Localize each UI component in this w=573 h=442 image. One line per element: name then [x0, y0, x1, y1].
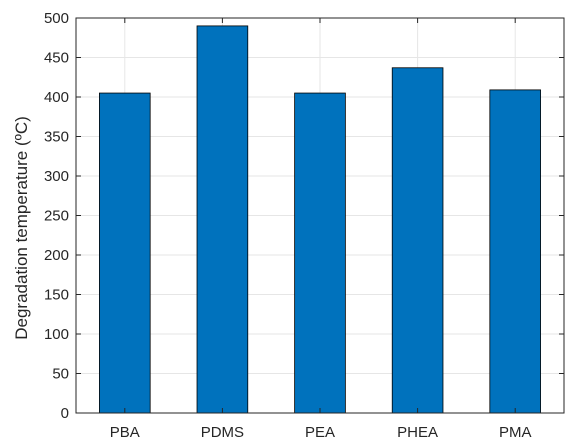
y-tick-label-9: 450 — [44, 50, 69, 67]
y-tick-label-1: 50 — [52, 366, 69, 383]
x-tick-label-pdms: PDMS — [201, 424, 244, 441]
bars — [99, 25, 541, 414]
x-tick-labels: PBA PDMS PEA PHEA PMA — [110, 424, 532, 441]
y-tick-label-0: 0 — [61, 405, 69, 422]
y-tick-label-4: 200 — [44, 247, 69, 264]
y-tick-label-2: 100 — [44, 326, 69, 343]
y-tick-labels: 0 50 100 150 200 250 300 350 400 450 500 — [44, 10, 69, 422]
bar-phea — [391, 67, 444, 414]
y-axis-title: Degradation temperature (ºC) — [12, 116, 31, 340]
y-tick-label-5: 250 — [44, 208, 69, 225]
bar-pdms — [196, 25, 249, 414]
y-tick-label-6: 300 — [44, 168, 69, 185]
x-tick-label-pma: PMA — [499, 424, 532, 441]
y-tick-label-8: 400 — [44, 89, 69, 106]
bar-pea — [294, 92, 346, 414]
axes — [75, 17, 565, 414]
y-tick-label-7: 350 — [44, 129, 69, 146]
y-tick-label-3: 150 — [44, 287, 69, 304]
bar-pma — [489, 89, 541, 414]
bar-pba — [99, 92, 151, 414]
x-tick-label-pea: PEA — [305, 424, 335, 441]
y-tick-label-10: 500 — [44, 10, 69, 27]
x-tick-label-pba: PBA — [110, 424, 140, 441]
x-tick-label-phea: PHEA — [397, 424, 438, 441]
